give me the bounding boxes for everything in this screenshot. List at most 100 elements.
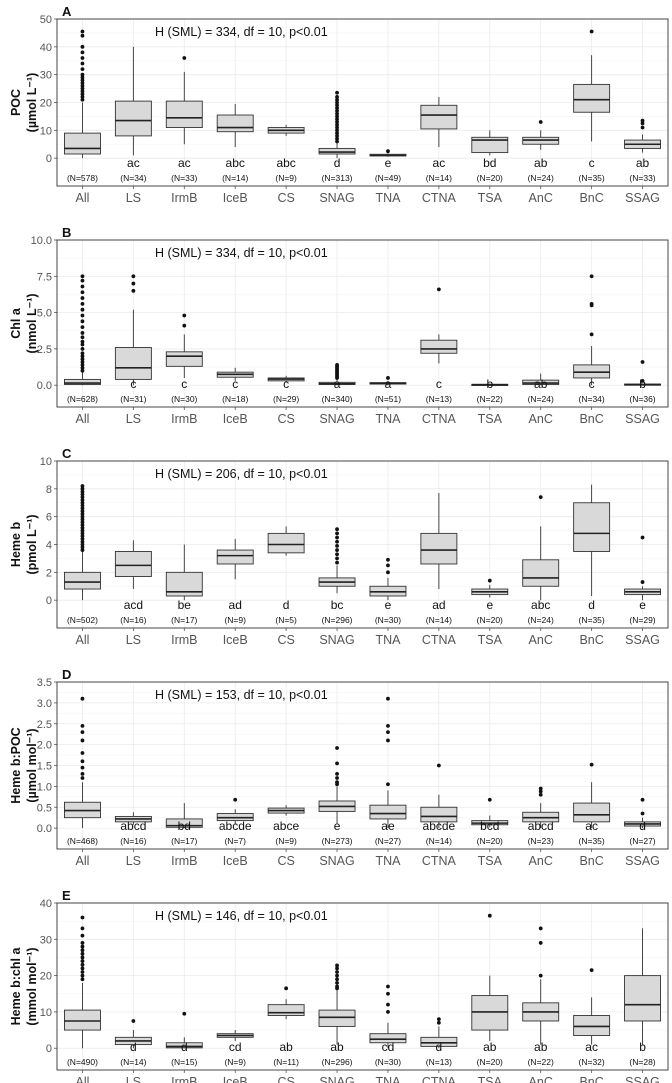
- outlier-point: [538, 941, 543, 945]
- outlier-point: [284, 986, 289, 991]
- box-TSA: [471, 578, 509, 598]
- outlier-point: [335, 776, 339, 780]
- outlier-point: [80, 723, 85, 728]
- outlier-point: [538, 926, 543, 931]
- outlier-point: [80, 67, 85, 71]
- y-axis-unit: (pmol L⁻¹): [25, 514, 39, 574]
- outlier-point: [80, 517, 85, 522]
- x-tick-label: SNAG: [319, 633, 354, 647]
- outlier-point: [589, 332, 594, 337]
- outlier-point: [640, 360, 645, 364]
- group-count: (N=17): [171, 615, 197, 625]
- box-AnC: [522, 786, 560, 829]
- outlier-point: [640, 811, 645, 816]
- outlier-point: [80, 495, 85, 500]
- box-AnC: [522, 495, 560, 601]
- x-tick-label: IrmB: [171, 412, 197, 426]
- outlier-point: [80, 948, 85, 953]
- outlier-point: [80, 696, 85, 701]
- x-tick-label: LS: [126, 633, 141, 647]
- group-letter: d: [639, 819, 646, 833]
- y-axis-unit: (µmol L⁻¹): [25, 73, 39, 133]
- group-count: (N=313): [322, 173, 353, 183]
- plot-border: [56, 902, 669, 1071]
- plot-border: [56, 18, 669, 187]
- group-letter: ae: [381, 819, 395, 833]
- outlier-point: [80, 765, 85, 770]
- panel-title: H (SML) = 206, df = 10, p<0.01: [155, 467, 328, 481]
- box-iqr: [165, 100, 203, 128]
- box-SSAG: [624, 360, 661, 386]
- box-CTNA: [420, 1017, 458, 1049]
- box-iqr: [267, 532, 305, 554]
- group-letter: e: [385, 598, 392, 612]
- x-tick-label: All: [76, 854, 90, 868]
- box-CTNA: [420, 96, 458, 148]
- outlier-point: [335, 95, 339, 99]
- outlier-point: [386, 563, 390, 568]
- outlier-point: [80, 537, 85, 541]
- group-count: (N=28): [629, 1057, 655, 1067]
- outlier-point: [386, 782, 390, 787]
- outlier-point: [80, 486, 85, 491]
- group-letter: d: [283, 598, 290, 612]
- y-tick-label: 1.5: [37, 761, 52, 773]
- outlier-point: [80, 926, 85, 931]
- group-letter: ab: [534, 1040, 548, 1054]
- outlier-point: [335, 103, 339, 108]
- outlier-point: [131, 1019, 136, 1023]
- y-tick-label: 3.5: [37, 677, 52, 689]
- group-letter: d: [334, 156, 341, 170]
- outlier-point: [386, 570, 390, 575]
- group-letter: c: [283, 377, 289, 391]
- group-count: (N=27): [375, 836, 401, 846]
- x-tick-label: IceB: [223, 633, 248, 647]
- panel-label: E: [62, 888, 71, 903]
- group-letter: d: [130, 1040, 137, 1054]
- box-SSAG: [624, 797, 661, 829]
- outlier-point: [80, 511, 85, 516]
- x-tick-label: IrmB: [171, 191, 197, 205]
- outlier-point: [80, 970, 85, 974]
- outlier-point: [80, 284, 85, 289]
- outlier-point: [335, 984, 339, 989]
- box-iqr: [64, 1009, 101, 1031]
- box-CS: [267, 986, 305, 1020]
- x-tick-label: TSA: [478, 412, 503, 426]
- group-letter: bd: [483, 156, 496, 170]
- outlier-point: [80, 89, 85, 94]
- box-iqr: [216, 114, 254, 133]
- group-count: (N=16): [120, 836, 146, 846]
- outlier-point: [80, 78, 85, 83]
- box-IceB: [216, 797, 254, 824]
- outlier-point: [335, 970, 339, 974]
- group-count: (N=33): [629, 173, 655, 183]
- box-CTNA: [420, 493, 458, 590]
- group-letter: c: [589, 156, 595, 170]
- group-letter: abcde: [423, 819, 456, 833]
- group-count: (N=35): [579, 836, 605, 846]
- outlier-point: [80, 545, 85, 550]
- outlier-point: [80, 33, 85, 38]
- group-count: (N=22): [528, 1057, 554, 1067]
- group-letter: bc: [331, 598, 344, 612]
- panel-E: 0 10 20 30 40 E H (SML) = 146, df = 10, p<0.01…: [9, 888, 669, 1083]
- outlier-point: [386, 991, 390, 996]
- x-tick-label: IrmB: [171, 854, 197, 868]
- box-TSA: [471, 913, 509, 1041]
- group-letter: c: [436, 377, 442, 391]
- y-tick-label: 0: [46, 153, 52, 165]
- x-tick-label: SSAG: [625, 1075, 660, 1083]
- outlier-point: [487, 913, 492, 918]
- outlier-point: [80, 56, 85, 60]
- outlier-point: [335, 761, 339, 766]
- group-count: (N=9): [275, 836, 297, 846]
- group-letter: ab: [534, 156, 548, 170]
- x-tick-label: TSA: [478, 1075, 503, 1083]
- box-LS: [114, 540, 152, 590]
- outlier-point: [335, 543, 339, 548]
- outlier-point: [80, 738, 85, 743]
- group-count: (N=340): [322, 394, 353, 404]
- group-count: (N=49): [375, 173, 401, 183]
